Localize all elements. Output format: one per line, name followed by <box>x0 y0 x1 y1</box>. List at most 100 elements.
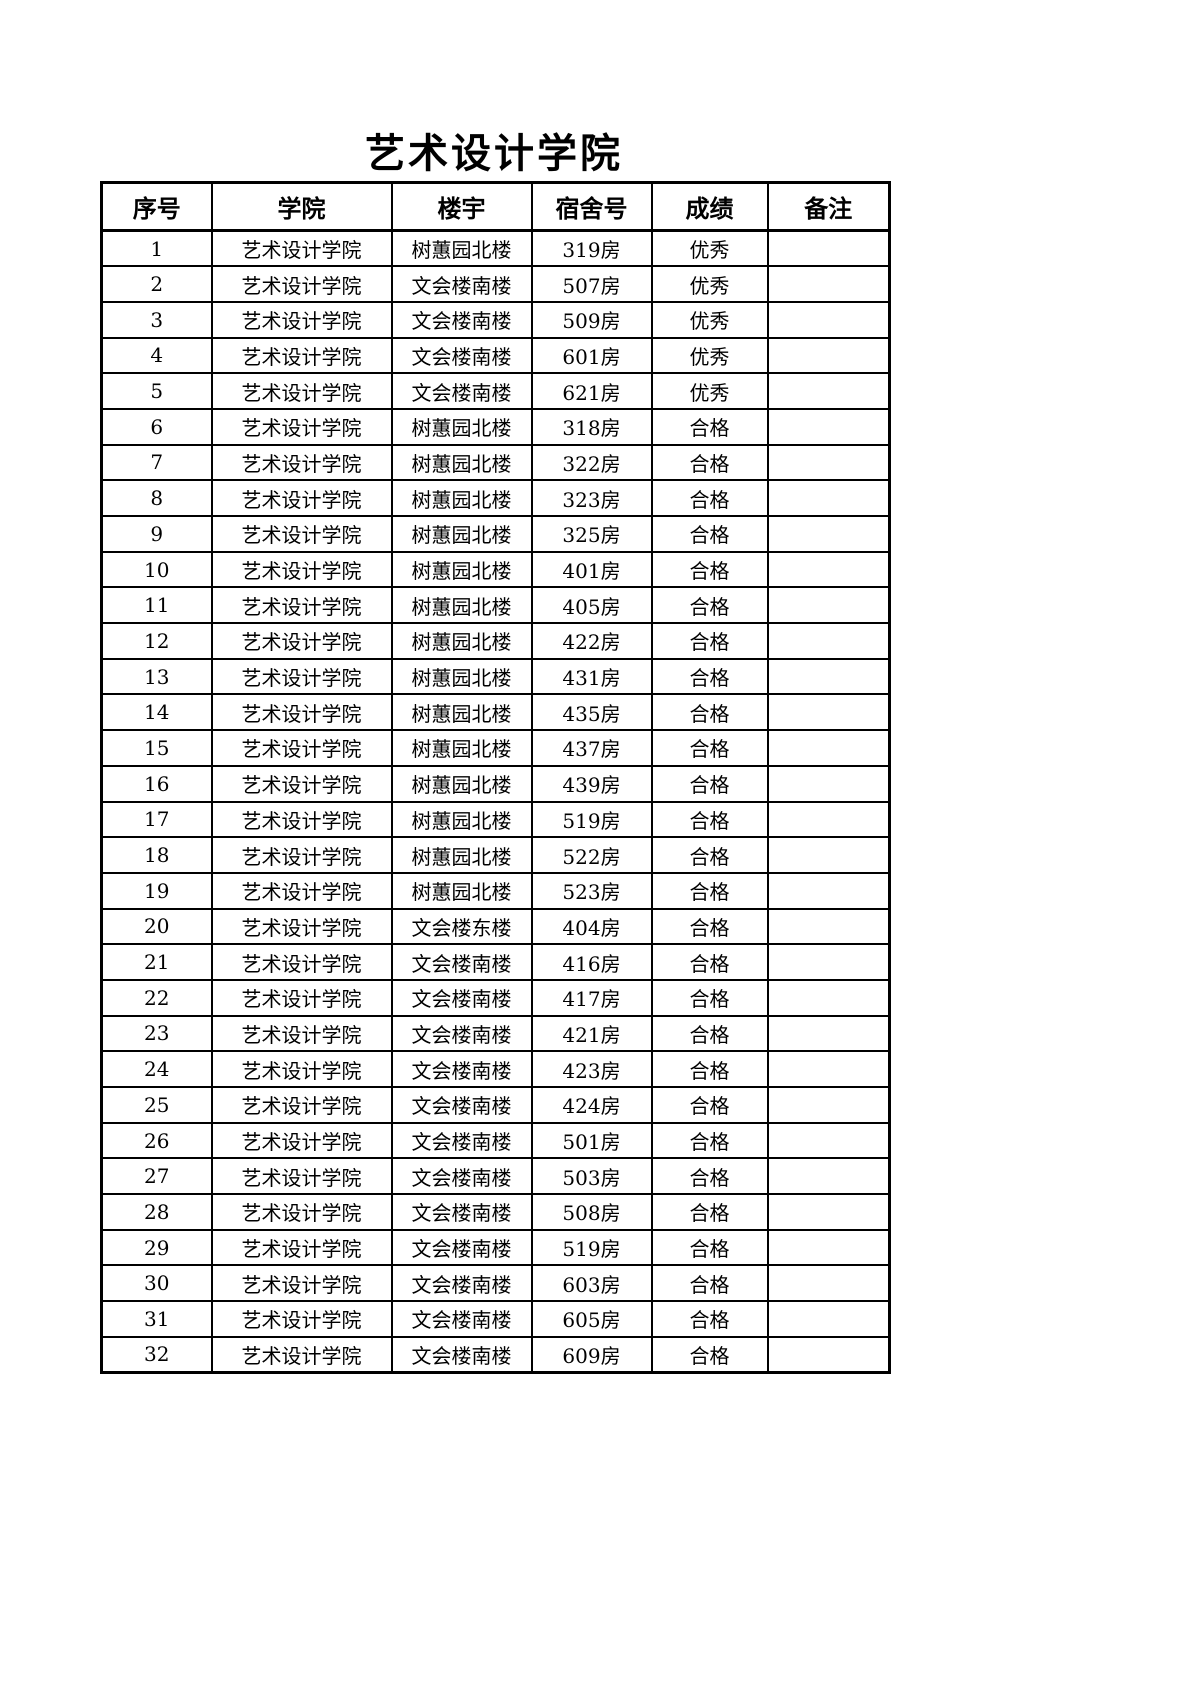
cell-no: 1 <box>100 229 213 268</box>
cell-no: 23 <box>100 1014 213 1053</box>
cell-building: 文会楼南楼 <box>390 1193 533 1231</box>
table-row: 14 艺术设计学院 树蕙园北楼 435房 合格 <box>100 693 891 732</box>
cell-no: 11 <box>100 586 213 625</box>
cell-remark <box>766 443 891 482</box>
table-row: 13 艺术设计学院 树蕙园北楼 431房 合格 <box>100 657 891 696</box>
cell-grade: 合格 <box>650 515 769 553</box>
cell-college: 艺术设计学院 <box>210 1300 393 1338</box>
cell-remark <box>766 550 891 589</box>
cell-building: 树蕙园北楼 <box>390 479 533 517</box>
cell-no: 22 <box>100 978 213 1017</box>
cell-remark <box>766 586 891 625</box>
cell-remark <box>766 407 891 446</box>
cell-grade: 合格 <box>650 586 769 625</box>
cell-room: 422房 <box>530 622 653 660</box>
cell-grade: 合格 <box>650 550 769 589</box>
cell-building: 树蕙园北楼 <box>390 550 533 589</box>
cell-room: 503房 <box>530 1157 653 1196</box>
table-row: 12 艺术设计学院 树蕙园北楼 422房 合格 <box>100 622 891 660</box>
cell-no: 32 <box>100 1335 213 1374</box>
cell-room: 325房 <box>530 515 653 553</box>
cell-remark <box>766 836 891 874</box>
cell-building: 树蕙园北楼 <box>390 693 533 732</box>
cell-building: 树蕙园北楼 <box>390 586 533 625</box>
cell-no: 13 <box>100 657 213 696</box>
cell-grade: 优秀 <box>650 336 769 375</box>
table-row: 10 艺术设计学院 树蕙园北楼 401房 合格 <box>100 550 891 589</box>
cell-building: 树蕙园北楼 <box>390 871 533 910</box>
cell-college: 艺术设计学院 <box>210 407 393 446</box>
cell-no: 4 <box>100 336 213 375</box>
cell-college: 艺术设计学院 <box>210 871 393 910</box>
cell-grade: 合格 <box>650 1264 769 1303</box>
cell-no: 12 <box>100 622 213 660</box>
cell-room: 519房 <box>530 1228 653 1267</box>
cell-room: 423房 <box>530 1050 653 1088</box>
cell-no: 20 <box>100 907 213 946</box>
cell-no: 18 <box>100 836 213 874</box>
cell-building: 树蕙园北楼 <box>390 515 533 553</box>
table-row: 1 艺术设计学院 树蕙园北楼 319房 优秀 <box>100 229 891 268</box>
cell-no: 14 <box>100 693 213 732</box>
cell-room: 401房 <box>530 550 653 589</box>
cell-remark <box>766 622 891 660</box>
table-row: 26 艺术设计学院 文会楼南楼 501房 合格 <box>100 1121 891 1160</box>
table-row: 11 艺术设计学院 树蕙园北楼 405房 合格 <box>100 586 891 625</box>
cell-no: 28 <box>100 1193 213 1231</box>
table-row: 16 艺术设计学院 树蕙园北楼 439房 合格 <box>100 764 891 803</box>
cell-college: 艺术设计学院 <box>210 265 393 303</box>
cell-college: 艺术设计学院 <box>210 1157 393 1196</box>
cell-remark <box>766 229 891 268</box>
cell-building: 文会楼南楼 <box>390 336 533 375</box>
cell-grade: 合格 <box>650 1050 769 1088</box>
cell-grade: 合格 <box>650 1157 769 1196</box>
cell-grade: 合格 <box>650 407 769 446</box>
cell-building: 文会楼南楼 <box>390 1086 533 1124</box>
cell-remark <box>766 978 891 1017</box>
cell-grade: 合格 <box>650 1121 769 1160</box>
cell-college: 艺术设计学院 <box>210 336 393 375</box>
cell-room: 519房 <box>530 800 653 839</box>
cell-no: 7 <box>100 443 213 482</box>
cell-remark <box>766 943 891 981</box>
cell-building: 文会楼南楼 <box>390 1121 533 1160</box>
cell-grade: 合格 <box>650 1300 769 1338</box>
cell-college: 艺术设计学院 <box>210 1335 393 1374</box>
cell-college: 艺术设计学院 <box>210 1193 393 1231</box>
cell-college: 艺术设计学院 <box>210 622 393 660</box>
cell-grade: 合格 <box>650 657 769 696</box>
cell-room: 431房 <box>530 657 653 696</box>
table-row: 19 艺术设计学院 树蕙园北楼 523房 合格 <box>100 871 891 910</box>
cell-college: 艺术设计学院 <box>210 1264 393 1303</box>
cell-room: 421房 <box>530 1014 653 1053</box>
cell-no: 8 <box>100 479 213 517</box>
cell-room: 501房 <box>530 1121 653 1160</box>
cell-grade: 合格 <box>650 800 769 839</box>
table-row: 3 艺术设计学院 文会楼南楼 509房 优秀 <box>100 300 891 339</box>
cell-remark <box>766 1086 891 1124</box>
table-row: 15 艺术设计学院 树蕙园北楼 437房 合格 <box>100 729 891 767</box>
cell-no: 27 <box>100 1157 213 1196</box>
cell-grade: 优秀 <box>650 300 769 339</box>
cell-no: 9 <box>100 515 213 553</box>
cell-room: 439房 <box>530 764 653 803</box>
cell-no: 29 <box>100 1228 213 1267</box>
cell-grade: 合格 <box>650 479 769 517</box>
cell-college: 艺术设计学院 <box>210 1228 393 1267</box>
cell-building: 树蕙园北楼 <box>390 800 533 839</box>
cell-college: 艺术设计学院 <box>210 229 393 268</box>
table-row: 17 艺术设计学院 树蕙园北楼 519房 合格 <box>100 800 891 839</box>
cell-grade: 合格 <box>650 729 769 767</box>
cell-grade: 合格 <box>650 1193 769 1231</box>
cell-building: 文会楼南楼 <box>390 1300 533 1338</box>
cell-building: 文会楼南楼 <box>390 265 533 303</box>
cell-college: 艺术设计学院 <box>210 729 393 767</box>
cell-remark <box>766 871 891 910</box>
cell-remark <box>766 1050 891 1088</box>
cell-building: 文会楼南楼 <box>390 1264 533 1303</box>
table-row: 7 艺术设计学院 树蕙园北楼 322房 合格 <box>100 443 891 482</box>
table-row: 6 艺术设计学院 树蕙园北楼 318房 合格 <box>100 407 891 446</box>
cell-remark <box>766 336 891 375</box>
cell-building: 文会楼南楼 <box>390 1014 533 1053</box>
table-row: 31 艺术设计学院 文会楼南楼 605房 合格 <box>100 1300 891 1338</box>
